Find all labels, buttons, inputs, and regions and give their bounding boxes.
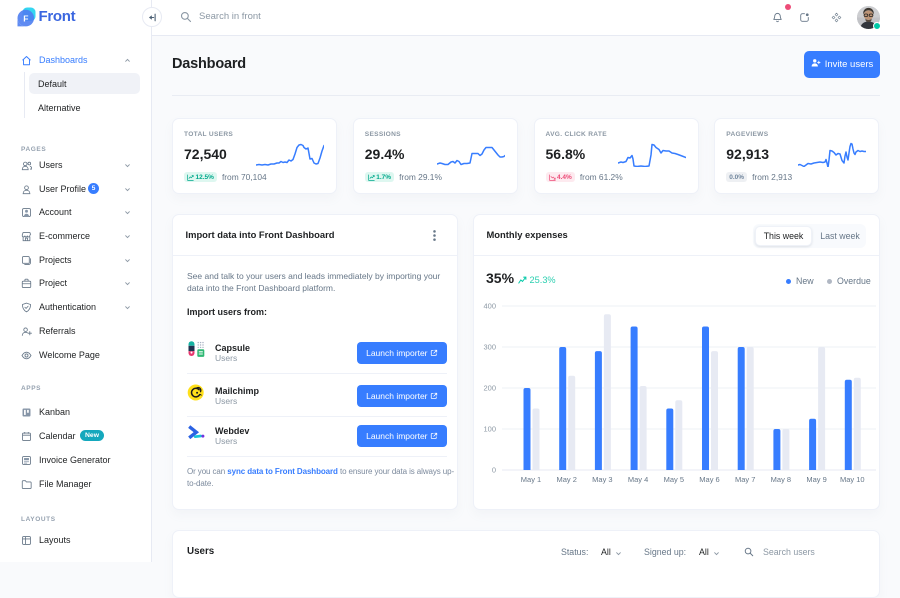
svg-text:May 4: May 4 — [628, 475, 648, 484]
svg-text:May 10: May 10 — [840, 475, 865, 484]
svg-text:May 6: May 6 — [699, 475, 719, 484]
svg-text:May 8: May 8 — [771, 475, 791, 484]
svg-text:May 1: May 1 — [521, 475, 541, 484]
svg-text:400: 400 — [483, 302, 496, 311]
svg-text:May 7: May 7 — [735, 475, 755, 484]
svg-text:0: 0 — [492, 466, 496, 475]
svg-text:300: 300 — [483, 343, 496, 352]
svg-text:May 2: May 2 — [556, 475, 576, 484]
svg-text:F: F — [23, 14, 28, 24]
svg-text:May 9: May 9 — [806, 475, 826, 484]
svg-text:May 3: May 3 — [592, 475, 612, 484]
svg-text:100: 100 — [483, 425, 496, 434]
svg-text:200: 200 — [483, 384, 496, 393]
svg-text:May 5: May 5 — [664, 475, 684, 484]
